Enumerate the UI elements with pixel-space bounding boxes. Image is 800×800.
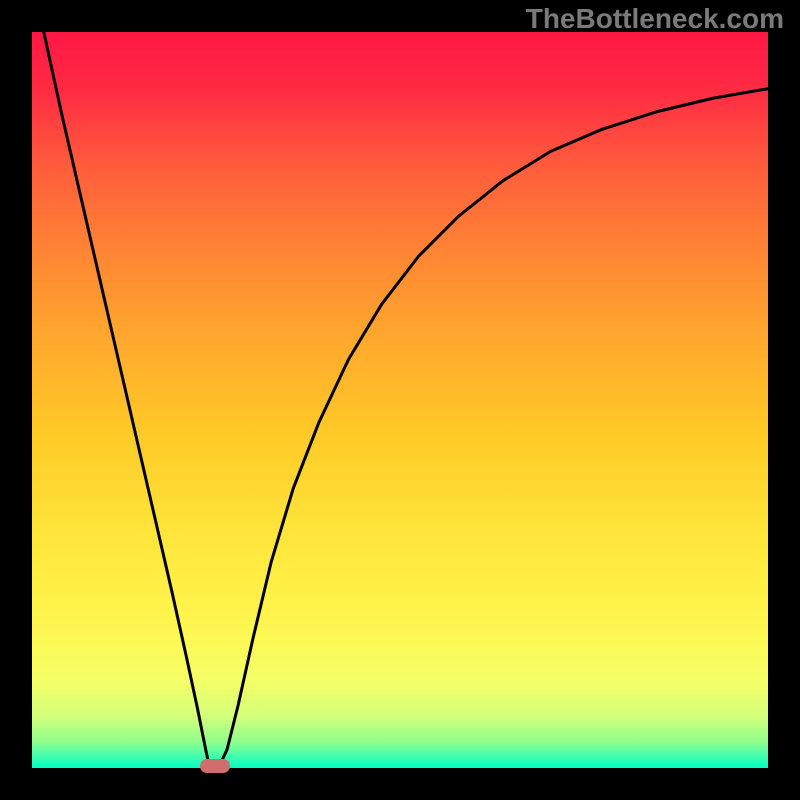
plot-area <box>32 32 768 768</box>
watermark-text: TheBottleneck.com <box>526 3 784 35</box>
curve-layer <box>32 32 768 768</box>
bottleneck-curve <box>44 32 768 766</box>
optimal-marker <box>200 759 230 773</box>
chart-container: TheBottleneck.com <box>0 0 800 800</box>
